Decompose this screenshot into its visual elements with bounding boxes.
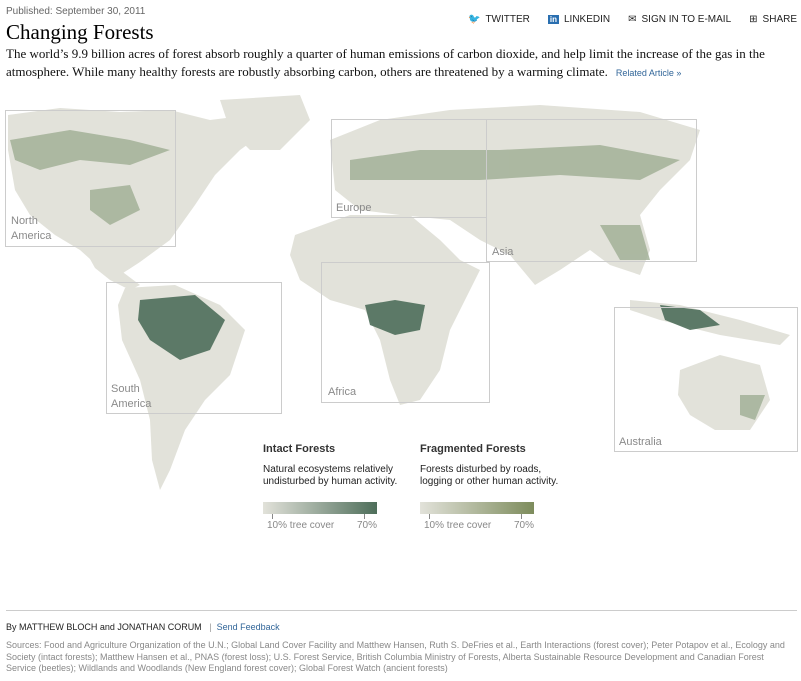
linkedin-icon: in xyxy=(547,15,559,24)
legend-intact: Intact Forests Natural ecosystems relati… xyxy=(263,443,398,531)
lead-text: The world’s 9.9 billion acres of forest … xyxy=(6,46,765,79)
greenland-landmass xyxy=(220,95,310,150)
fragmented-color-scale xyxy=(420,502,534,514)
world-forest-map xyxy=(8,95,790,490)
share-button[interactable]: ⊞ SHARE xyxy=(749,14,797,25)
central-america-landmass xyxy=(85,250,140,290)
share-toolbar: 🐦 TWITTER in LINKEDIN ✉ SIGN IN TO E-MAIL ⊞… xyxy=(468,14,797,25)
region-box-africa[interactable] xyxy=(321,262,490,403)
label-asia: Asia xyxy=(492,246,514,258)
share-icon: ⊞ xyxy=(749,14,758,25)
linkedin-button[interactable]: in LINKEDIN xyxy=(547,14,611,25)
intact-color-scale xyxy=(263,502,377,514)
legend-fragmented: Fragmented Forests Forests disturbed by … xyxy=(420,443,559,531)
footer-divider xyxy=(6,610,797,611)
label-europe: Europe xyxy=(336,202,372,214)
related-article-link[interactable]: Related Article » xyxy=(615,68,682,78)
send-feedback-link[interactable]: Send Feedback xyxy=(216,622,280,632)
published-date: Published: September 30, 2011 xyxy=(6,6,146,17)
byline: By MATTHEW BLOCH and JONATHAN CORUM | Se… xyxy=(6,622,280,632)
email-button[interactable]: ✉ SIGN IN TO E-MAIL xyxy=(628,14,732,25)
region-box-asia[interactable] xyxy=(486,119,697,262)
twitter-button[interactable]: 🐦 TWITTER xyxy=(467,14,530,25)
label-south-america: South America xyxy=(111,383,152,410)
label-north-america: North America xyxy=(11,215,52,242)
label-africa: Africa xyxy=(328,386,357,398)
twitter-icon: 🐦 xyxy=(467,14,481,25)
region-box-south-america[interactable] xyxy=(106,282,282,414)
email-icon: ✉ xyxy=(628,14,637,25)
region-box-australia[interactable] xyxy=(614,307,798,452)
label-australia: Australia xyxy=(619,436,662,448)
page-title: Changing Forests xyxy=(6,20,154,44)
region-box-north-america[interactable] xyxy=(5,110,176,247)
sources: Sources: Food and Agriculture Organizati… xyxy=(6,640,785,673)
